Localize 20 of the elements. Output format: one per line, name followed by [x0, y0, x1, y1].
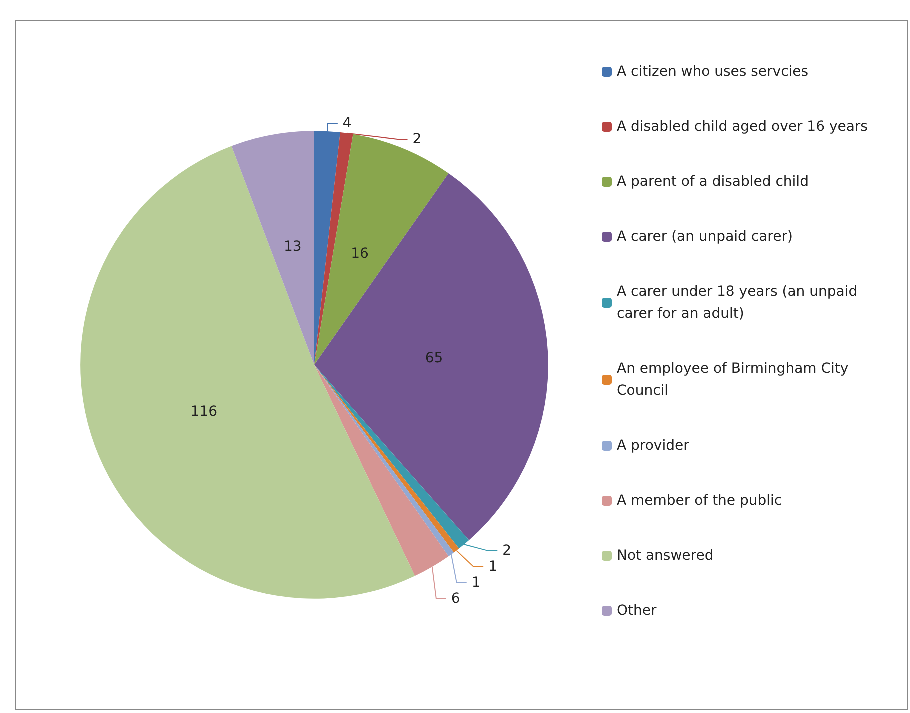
legend-label: A parent of a disabled child: [617, 174, 809, 190]
legend-label: A member of the public: [617, 493, 782, 509]
data-label: 2: [502, 542, 512, 559]
data-label: 16: [351, 246, 369, 262]
legend-label: Not answered: [617, 548, 714, 564]
data-label: 65: [425, 350, 444, 366]
legend-label: Other: [617, 603, 657, 619]
legend-label: A carer under 18 years (an unpaid carer for an adult): [617, 284, 862, 322]
legend-label: A citizen who uses servcies: [617, 64, 809, 80]
data-label: 4: [342, 115, 352, 132]
data-label: 2: [412, 131, 422, 148]
data-label: 1: [488, 558, 498, 575]
legend-label: A provider: [617, 438, 690, 454]
data-label: 6: [451, 590, 460, 607]
data-label: 116: [190, 404, 218, 420]
legend-label: A disabled child aged over 16 years: [617, 119, 868, 135]
data-label: 13: [284, 238, 302, 255]
legend-label: An employee of Birmingham City Council: [617, 361, 854, 399]
legend-label: A carer (an unpaid carer): [617, 229, 793, 245]
data-label: 1: [472, 574, 481, 591]
